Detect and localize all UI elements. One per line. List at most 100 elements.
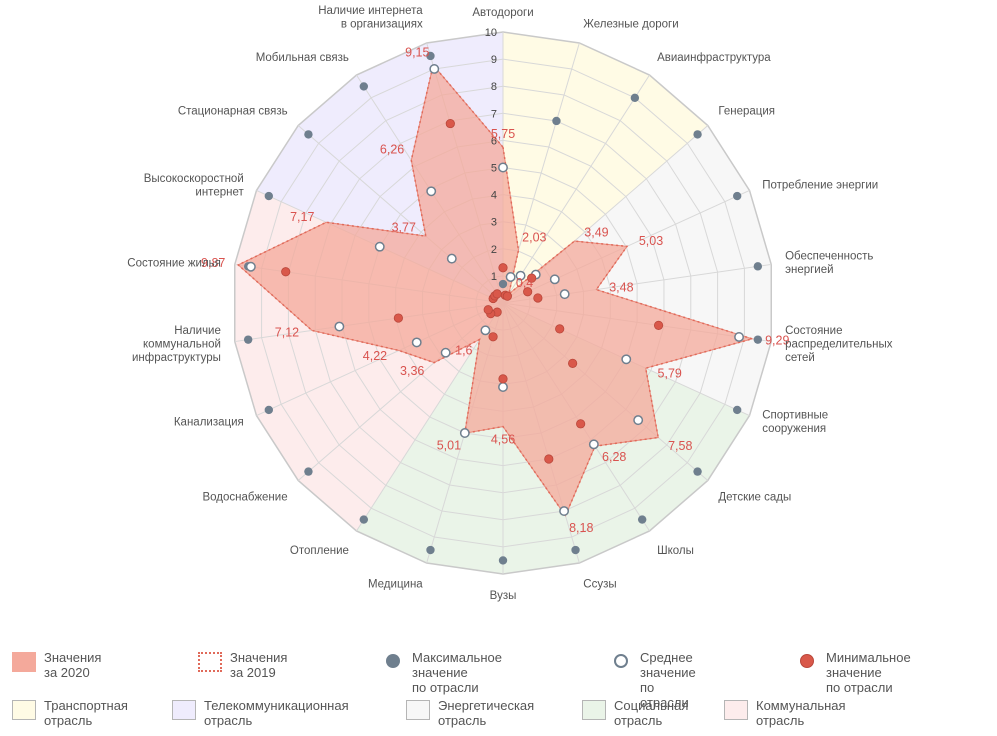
data-label: 9,15 (405, 46, 429, 60)
filled-circle-icon (386, 654, 400, 668)
data-label: 3,36 (400, 364, 424, 378)
min-value-point (653, 320, 664, 330)
axis-label: Состояние распределительных сетей (785, 325, 893, 364)
avg-value-point (588, 439, 599, 450)
min-value-point (498, 263, 508, 273)
max-value-point (637, 515, 647, 524)
max-value-point (264, 405, 274, 415)
sector-wedge (298, 303, 503, 531)
radar-chart: 1 2 3 4 5 6 7 8 9 10 5,75 2,03 0,4 3,49 5,03 3,48 9,29 5,… (127, 5, 893, 602)
min-value-point (527, 273, 537, 283)
max-value-point (304, 130, 313, 139)
legend-label: Энергетическая отрасль (438, 698, 535, 728)
avg-value-point (621, 354, 632, 365)
series-2019-line (236, 63, 755, 518)
max-value-point (571, 545, 580, 555)
tick-label: 8 (491, 81, 497, 93)
axis-label: Обеспеченность энергией (785, 251, 873, 277)
data-label: 9,87 (201, 256, 225, 270)
data-label: 6,26 (380, 142, 404, 156)
grid-spoke (502, 74, 650, 304)
tick-label: 3 (491, 217, 497, 229)
min-value-point (533, 293, 543, 303)
axis-label: Авиаинфраструктура (657, 52, 771, 64)
data-label: 3,77 (392, 221, 416, 235)
data-label: 5,01 (437, 439, 461, 453)
data-label: 3,49 (584, 226, 608, 240)
data-label: 7,12 (275, 325, 299, 339)
avg-value-point (374, 241, 385, 252)
min-value-point (281, 267, 291, 277)
avg-value-point (459, 428, 470, 438)
max-value-point (359, 515, 369, 524)
avg-value-point (559, 289, 570, 300)
data-label: 0,4 (516, 276, 533, 290)
max-value-point (552, 116, 561, 126)
min-value-point (544, 454, 554, 464)
avg-value-point (440, 347, 451, 358)
avg-value-point (734, 331, 745, 342)
data-label: 8,18 (569, 521, 593, 535)
avg-value-point (334, 321, 345, 332)
axis-label: Мобильная связь (256, 52, 349, 64)
axis-label: Школы (657, 545, 694, 557)
filled-square-icon (12, 652, 36, 672)
tick-label: 6 (491, 135, 497, 147)
min-value-point (502, 291, 512, 301)
tick-label: 5 (491, 163, 497, 175)
sector-wedge (356, 303, 503, 564)
axis-label: Высокоскоростной интернет (144, 173, 245, 199)
tick-label: 4 (491, 190, 497, 202)
min-value-point (492, 289, 502, 299)
sector-wedge (503, 32, 580, 303)
min-value-point (576, 419, 586, 429)
max-value-point (426, 545, 435, 555)
avg-value-point (480, 325, 491, 336)
tick-label: 2 (491, 244, 497, 256)
legend-label: Среднее значение по отрасли (640, 650, 696, 710)
avg-value-point (411, 337, 422, 348)
avg-value-point (498, 162, 508, 173)
min-value-point (393, 313, 403, 323)
min-value-point (568, 358, 578, 368)
axis-label: Автодороги (472, 7, 533, 19)
max-value-point (498, 556, 508, 565)
max-value-point (630, 93, 640, 103)
legend-label: Максимальное значение по отрасли (412, 650, 502, 695)
min-value-point (445, 118, 455, 129)
data-label: 6,28 (602, 450, 626, 464)
axis-label: Состояние жилья (127, 257, 221, 269)
max-value-point (732, 191, 742, 201)
max-value-point (498, 279, 508, 289)
data-label: 2,03 (522, 231, 546, 245)
axis-label: Ссузы (583, 578, 616, 590)
legend-label: Транспортная отрасль (44, 698, 128, 728)
data-label: 7,58 (668, 439, 692, 453)
avg-value-point (549, 274, 560, 285)
sector-swatch (724, 700, 748, 720)
axis-label: Медицина (368, 578, 423, 590)
legend-label: Социальная отрасль (614, 698, 689, 728)
tick-label: 7 (491, 108, 497, 120)
tick-label: 1 (491, 271, 497, 283)
sector-swatch (406, 700, 430, 720)
legend-label: Значения за 2019 (230, 650, 288, 680)
min-value-point (483, 305, 493, 315)
data-label: 5,03 (639, 234, 663, 248)
grid-spoke (356, 302, 504, 532)
axis-label: Спортивные сооружения (762, 410, 828, 436)
sector-wedge (503, 42, 650, 303)
avg-value-point (498, 382, 508, 392)
sector-swatch (172, 700, 196, 720)
legend-series-row: Значения за 2020 Значения за 2019 Максим… (12, 648, 997, 710)
max-value-point (732, 405, 742, 415)
axis-label: Стационарная связь (178, 105, 288, 117)
avg-value-point (446, 253, 457, 264)
max-value-point (426, 51, 435, 61)
axis-label: Канализация (174, 416, 244, 428)
data-label: 5,75 (491, 127, 515, 141)
axis-label: Вузы (490, 590, 517, 602)
axis-label: Наличие интернета в организациях (318, 5, 423, 31)
dotted-square-icon (198, 652, 222, 672)
legend-label: Значения за 2020 (44, 650, 102, 680)
